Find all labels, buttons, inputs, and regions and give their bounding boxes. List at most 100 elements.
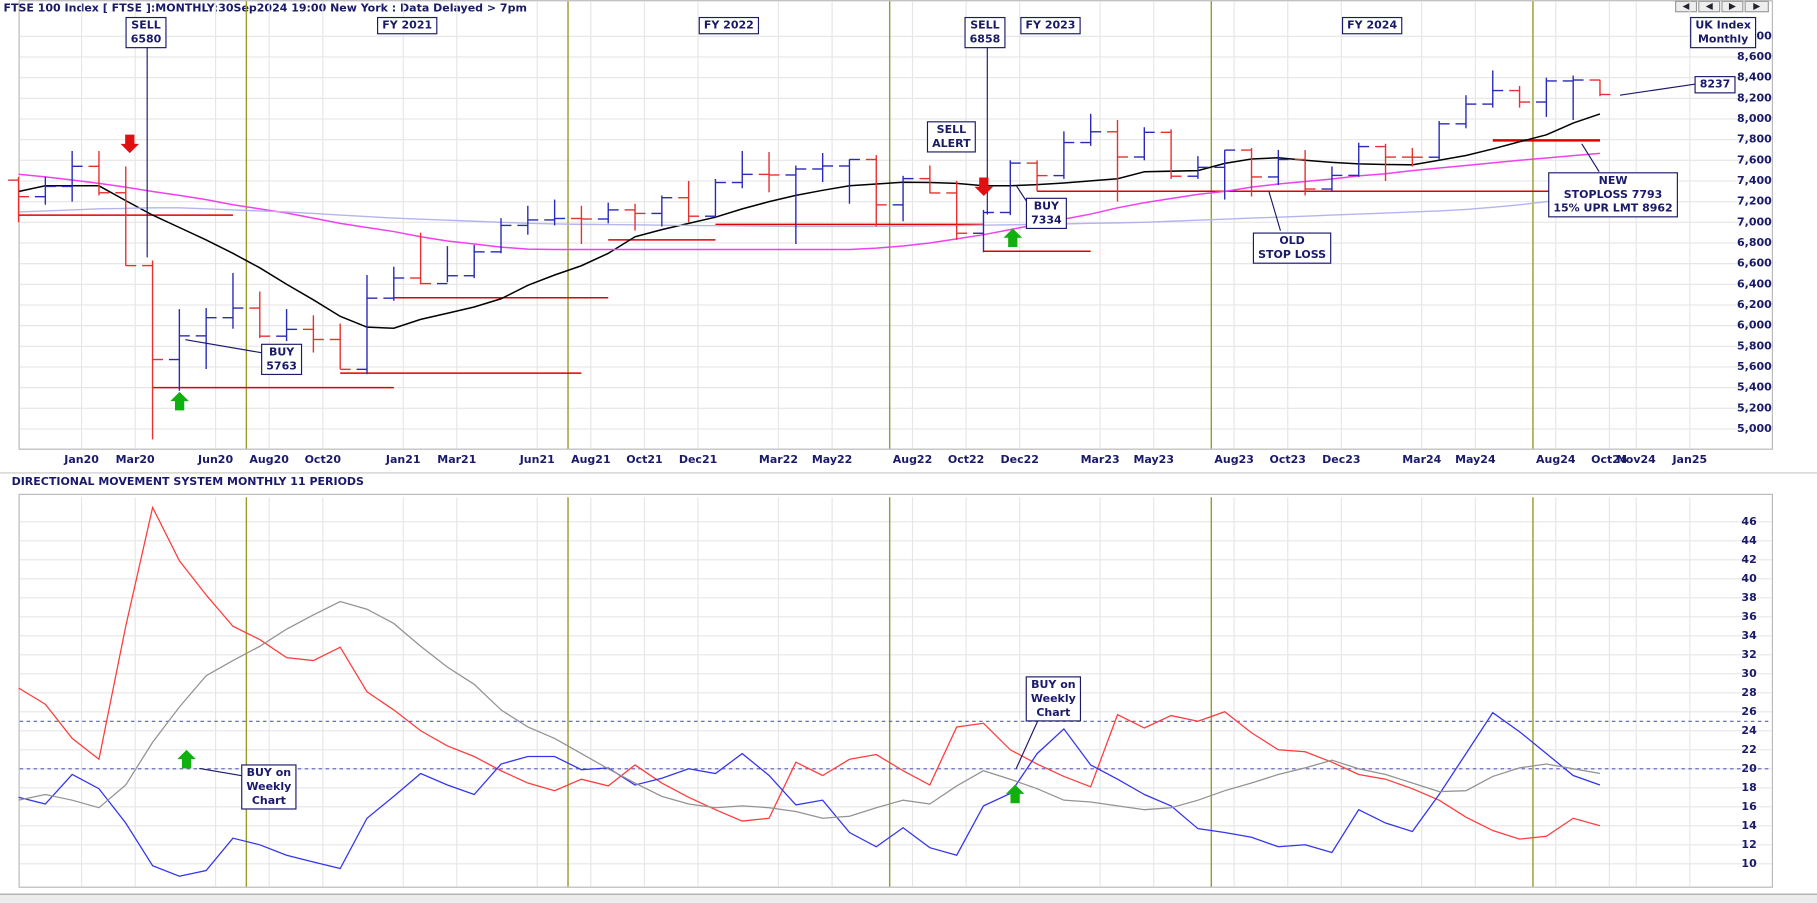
buy-arrow: [1003, 228, 1023, 247]
y-tick-label: 5,400: [1737, 381, 1772, 394]
y-tick-label: 34: [1741, 629, 1757, 642]
annotation-leader: [199, 767, 247, 778]
y-tick-label: 12: [1741, 838, 1756, 851]
x-tick-label: Oct23: [1270, 453, 1306, 466]
buy-arrow: [170, 391, 189, 411]
annotation-text: Chart: [1036, 706, 1070, 719]
moving-average: [18, 113, 1601, 329]
annotation-text: Weekly: [1031, 692, 1076, 705]
x-tick-label: Oct24: [1591, 453, 1628, 466]
annotation-leader: [185, 339, 267, 355]
nav-buttons[interactable]: [1675, 0, 1769, 13]
dmi-line: [18, 600, 1601, 819]
x-tick-label: Dec23: [1322, 453, 1360, 466]
annotation-text: 8237: [1700, 78, 1731, 91]
fiscal-year-label: FY 2024: [1341, 16, 1403, 35]
annotation-text: STOPLOSS 7793: [1564, 188, 1663, 201]
x-tick-label: Mar21: [437, 453, 476, 466]
annotation-leader: [1581, 143, 1600, 172]
annotation-text: Chart: [252, 794, 286, 807]
y-tick-label: 5,200: [1737, 401, 1772, 414]
y-tick-label: 44: [1741, 534, 1757, 547]
sell-arrow: [120, 134, 140, 154]
fiscal-year-label: FY 2023: [1020, 16, 1081, 35]
y-tick-label: 8,200: [1737, 91, 1772, 104]
annotation-text: Weekly: [246, 780, 291, 793]
y-tick-label: 8,000: [1737, 112, 1772, 125]
annotation-box: [1252, 232, 1332, 264]
annotation-text: Monthly: [1698, 33, 1748, 46]
tab-strip: [0, 893, 1817, 903]
annotation-text: 6580: [131, 33, 162, 46]
x-tick-label: Mar22: [759, 453, 798, 466]
annotation-text: SELL: [937, 123, 966, 136]
annotation-text: BUY on: [247, 766, 291, 779]
annotation-text: 15% UPR LMT 8962: [1553, 202, 1672, 215]
fiscal-year-label-box: [377, 16, 438, 35]
x-tick-label: Jan25: [1671, 453, 1707, 466]
y-tick-label: 6,400: [1737, 277, 1772, 290]
y-tick-label: 26: [1741, 705, 1757, 718]
x-tick-label: Aug22: [893, 453, 933, 466]
sell-arrow: [974, 177, 994, 196]
y-tick-label: 6,800: [1737, 236, 1772, 249]
annotation-box: [1025, 676, 1082, 722]
fiscal-year-label-box: [698, 16, 760, 35]
y-tick-label: 14: [1741, 819, 1757, 832]
x-tick-label: May24: [1455, 453, 1496, 466]
nav-last-icon: [1753, 3, 1761, 10]
y-tick-label: 7,200: [1737, 195, 1772, 208]
nav-first-icon: [1682, 3, 1690, 10]
x-tick-label: Aug20: [249, 453, 289, 466]
annotation-text: 6858: [970, 33, 1001, 46]
fiscal-year-label: FY 2022: [698, 16, 760, 35]
x-tick-label: Jun20: [197, 453, 233, 466]
annotation-leader: [1268, 191, 1282, 231]
y-tick-label: 36: [1741, 610, 1757, 623]
annotation-box: [1694, 76, 1736, 94]
x-tick-label: Jun21: [519, 453, 555, 466]
y-tick-label: 30: [1741, 667, 1757, 680]
nav-next-icon: [1728, 3, 1736, 10]
y-tick-label: 7,400: [1737, 174, 1772, 187]
y-tick-label: 32: [1741, 648, 1756, 661]
fiscal-year-label-box: [1341, 16, 1403, 35]
annotation-text: 7334: [1031, 213, 1062, 226]
fiscal-year-label-text: FY 2023: [1026, 19, 1076, 32]
y-tick-label: 18: [1741, 781, 1756, 794]
annotation-text: BUY: [1034, 199, 1060, 212]
y-tick-label: 28: [1741, 686, 1756, 699]
annotation-box: [125, 16, 167, 49]
annotation: 8237: [1694, 76, 1736, 94]
y-tick-label: 8,600: [1737, 50, 1772, 63]
annotation-box: [1025, 197, 1067, 230]
annotation-box: [1548, 172, 1678, 218]
y-tick-label: 6,000: [1737, 319, 1772, 332]
y-tick-label: 8,400: [1737, 71, 1772, 84]
y-tick-label: 5,000: [1737, 422, 1772, 435]
y-tick-label: 10: [1741, 857, 1757, 870]
annotation-leader: [1619, 83, 1699, 96]
annotation-box: [261, 343, 303, 376]
y-tick-label: 42: [1741, 553, 1756, 566]
y-tick-label: 24: [1741, 724, 1757, 737]
fiscal-year-label-text: FY 2022: [704, 19, 754, 32]
annotation-text: OLD: [1279, 234, 1305, 247]
annotation-text: STOP LOSS: [1258, 248, 1326, 261]
x-tick-label: Mar24: [1402, 453, 1441, 466]
y-tick-label: 6,600: [1737, 257, 1772, 270]
annotation-text: BUY: [269, 345, 295, 358]
x-tick-label: Dec22: [1000, 453, 1038, 466]
x-tick-label: Aug23: [1214, 453, 1254, 466]
x-tick-label: May23: [1133, 453, 1174, 466]
annotation-text: NEW: [1599, 174, 1628, 187]
price-panel-frame: [18, 0, 1773, 450]
x-tick-label: Aug24: [1536, 453, 1576, 466]
y-tick-label: 7,800: [1737, 133, 1772, 146]
